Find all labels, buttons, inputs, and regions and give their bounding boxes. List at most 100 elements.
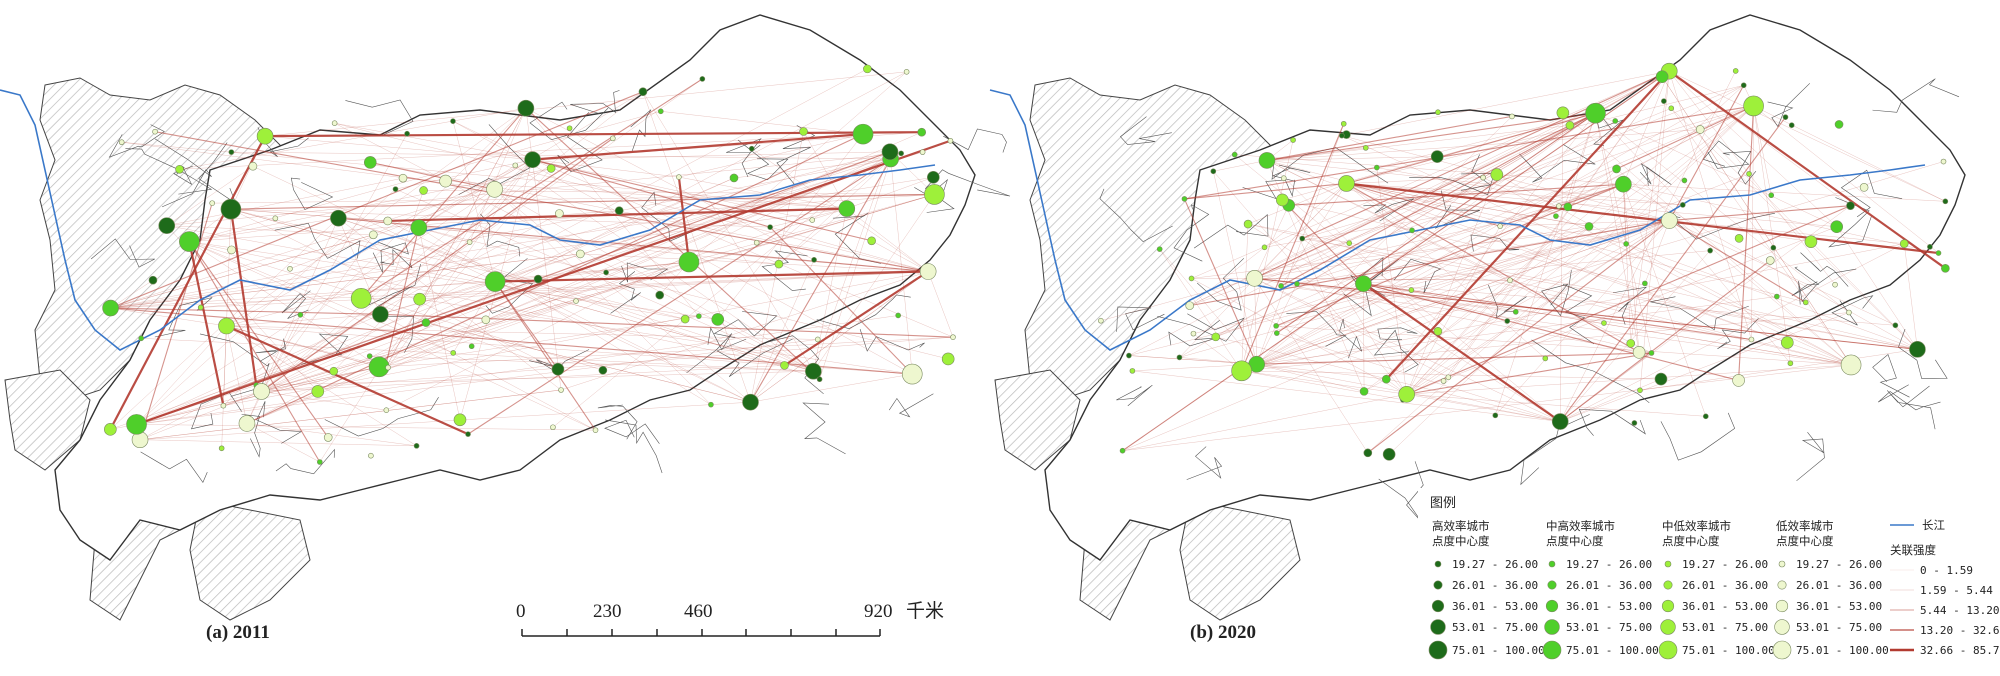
city-node xyxy=(413,292,426,306)
network-link xyxy=(871,240,929,272)
network-link xyxy=(402,177,847,209)
legend-link-title: 关联强度 xyxy=(1890,543,1936,557)
network-link xyxy=(110,271,929,309)
network-link xyxy=(1266,125,1570,161)
network-link xyxy=(110,253,581,309)
network-link xyxy=(1256,177,1484,365)
network-link xyxy=(1241,168,1617,372)
network-link xyxy=(1241,370,1403,401)
city-node xyxy=(1780,336,1794,349)
city-node xyxy=(1746,171,1752,177)
legend-link-label: 13.20 - 32.66 xyxy=(1920,624,2000,637)
network-link xyxy=(927,271,954,338)
network-link xyxy=(334,122,814,372)
network-link xyxy=(1623,184,1631,344)
city-node xyxy=(950,334,956,340)
legend-symbol xyxy=(1663,580,1673,590)
network-link xyxy=(1256,123,1344,365)
city-node xyxy=(404,130,410,137)
city-node xyxy=(1830,220,1843,234)
legend-class-label: 36.01 - 53.00 xyxy=(1452,600,1538,613)
city-node xyxy=(614,206,624,215)
network-link xyxy=(1346,183,1590,227)
city-node xyxy=(1637,387,1643,394)
city-node xyxy=(104,423,117,436)
network-link xyxy=(783,270,929,367)
city-node xyxy=(209,200,215,206)
city-node xyxy=(919,263,937,280)
city-node xyxy=(1654,372,1668,386)
network-link xyxy=(1669,220,1807,303)
network-link xyxy=(1406,280,1511,395)
network-link xyxy=(1213,171,1407,395)
network-link xyxy=(110,234,374,309)
network-link xyxy=(230,208,559,370)
network-link xyxy=(136,325,227,425)
network-link xyxy=(110,234,374,309)
network-link xyxy=(770,208,847,228)
city-node xyxy=(1276,193,1289,207)
network-link xyxy=(1346,183,1670,221)
network-link xyxy=(1386,113,1596,380)
network-link xyxy=(1341,135,1670,221)
network-link xyxy=(494,281,596,431)
network-link xyxy=(230,136,266,210)
network-link xyxy=(1266,129,1701,161)
network-link xyxy=(1256,352,1652,365)
network-link xyxy=(1669,70,1946,202)
city-node xyxy=(1834,120,1844,129)
network-link xyxy=(1362,282,1561,423)
network-link xyxy=(226,325,380,368)
city-node xyxy=(1258,152,1276,169)
network-link xyxy=(1669,220,1896,326)
network-link xyxy=(1266,112,1596,161)
city-node xyxy=(248,161,258,171)
network-link xyxy=(386,151,891,411)
city-node xyxy=(369,230,378,240)
legend-group-label: 点度中心度 xyxy=(1432,534,1490,548)
network-link xyxy=(1363,283,1752,341)
map-panel-2011: (a) 2011 xyxy=(0,14,1011,643)
legend-group-label: 中低效率城市 xyxy=(1662,519,1731,533)
city-node xyxy=(1231,151,1238,158)
network-link xyxy=(189,241,603,371)
city-node xyxy=(1707,247,1713,254)
network-link xyxy=(1626,243,1918,350)
city-node xyxy=(1512,309,1519,315)
network-link xyxy=(189,241,596,431)
network-link xyxy=(1623,183,1918,350)
city-node xyxy=(1338,175,1355,192)
network-link xyxy=(1256,226,1590,365)
network-link xyxy=(1669,71,1836,285)
network-link xyxy=(1241,123,1345,372)
network-link xyxy=(360,78,703,299)
city-node xyxy=(1615,175,1632,193)
network-link xyxy=(1661,76,1852,366)
network-link xyxy=(580,253,929,272)
city-node xyxy=(573,298,579,304)
city-node xyxy=(1507,277,1513,284)
admin-boundaries xyxy=(1099,78,1960,523)
city-node xyxy=(1804,235,1818,248)
network-link xyxy=(1753,105,1946,202)
city-node xyxy=(1832,281,1838,288)
city-node xyxy=(1363,448,1373,458)
network-link xyxy=(1595,113,1652,354)
city-node xyxy=(486,180,503,198)
city-node xyxy=(1679,202,1686,208)
network-link xyxy=(338,218,381,315)
city-node xyxy=(1362,145,1369,151)
legend-symbol xyxy=(1660,619,1676,635)
network-link xyxy=(1448,71,1670,378)
network-link xyxy=(552,151,891,428)
network-link xyxy=(1595,112,1683,206)
network-link xyxy=(1264,183,1624,248)
city-node xyxy=(676,174,682,180)
city-node xyxy=(481,315,491,325)
legend-link-label: 5.44 - 13.20 xyxy=(1920,604,1999,617)
network-link xyxy=(1363,283,1739,381)
network-link xyxy=(136,315,899,425)
network-link xyxy=(1367,105,1754,454)
city-node xyxy=(329,366,339,376)
network-link xyxy=(717,133,864,320)
